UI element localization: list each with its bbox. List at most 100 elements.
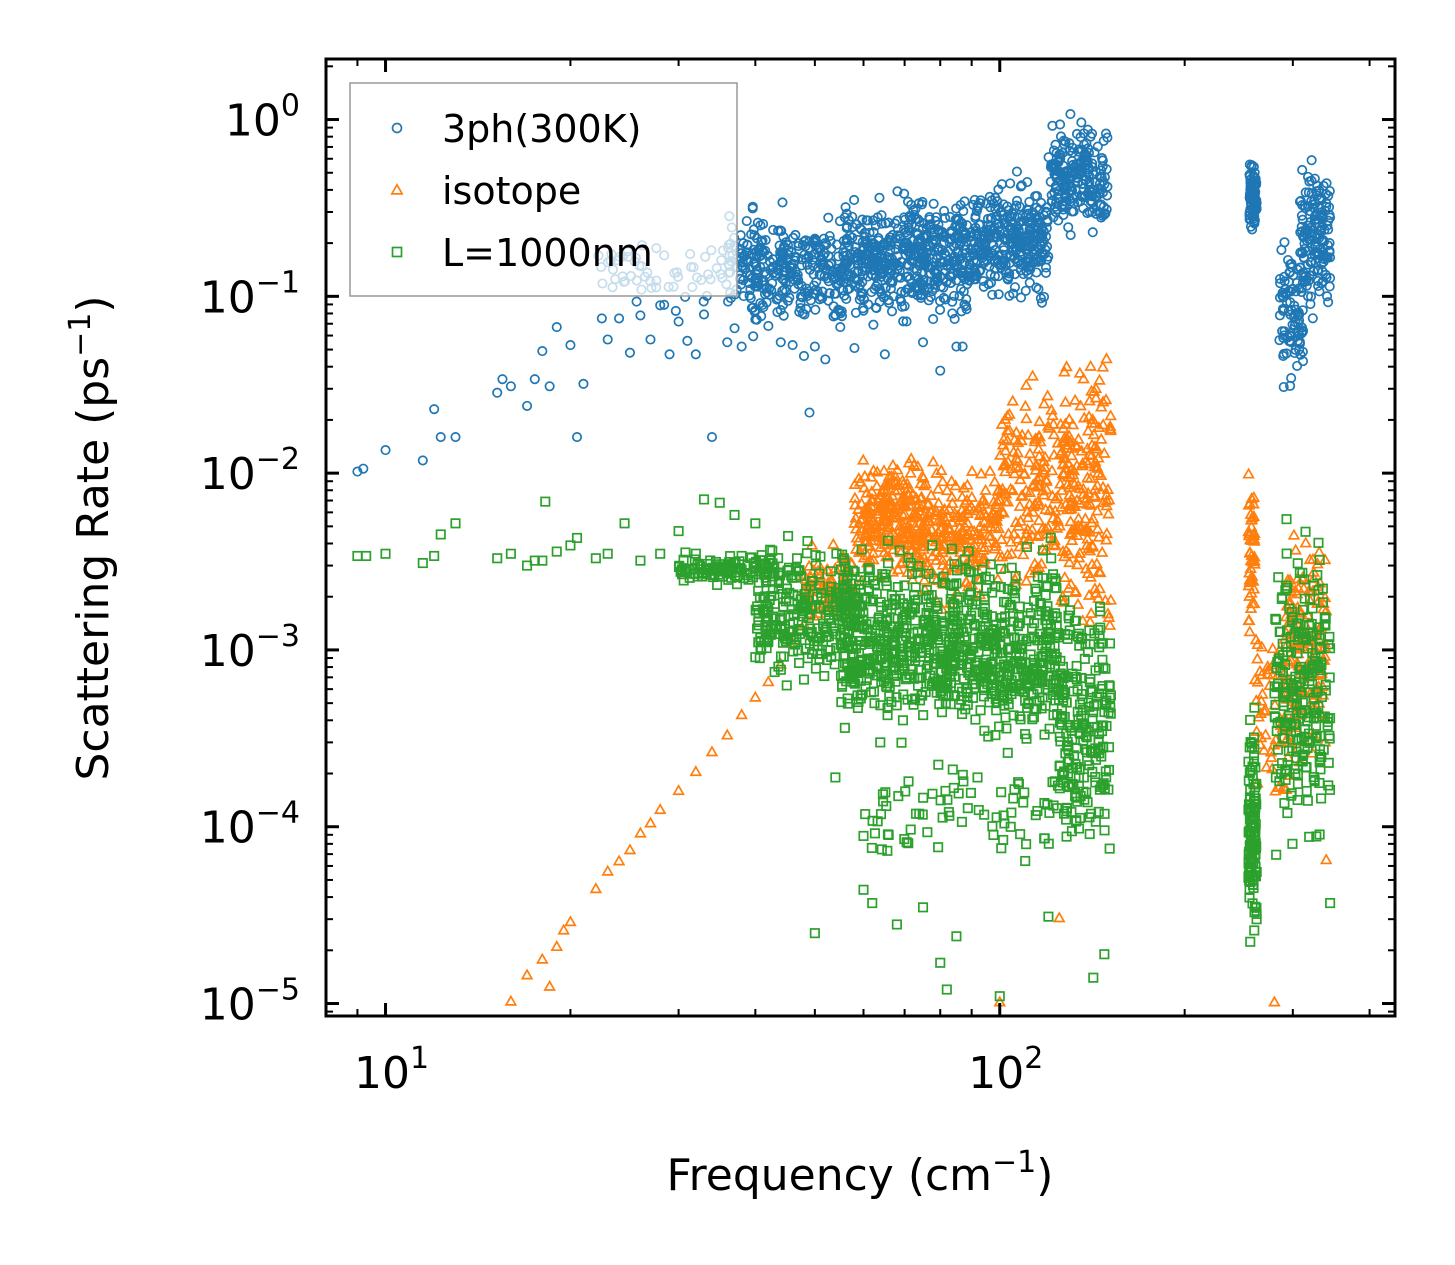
data-point (858, 469, 872, 481)
data-point (951, 220, 963, 231)
data-point (1301, 274, 1312, 285)
data-point (857, 303, 869, 314)
data-point (836, 306, 847, 317)
data-point (1017, 210, 1028, 221)
data-point (818, 233, 830, 244)
data-point (887, 277, 898, 288)
data-point (856, 453, 870, 465)
data-point (752, 277, 763, 288)
data-point (417, 455, 428, 466)
data-point (1314, 243, 1325, 255)
data-point (653, 803, 667, 815)
series-2 (352, 494, 1336, 1002)
data-point (1011, 195, 1023, 206)
data-point (1033, 284, 1044, 295)
data-point (1038, 210, 1049, 221)
data-point (936, 707, 948, 718)
data-point (854, 294, 865, 305)
data-point (644, 816, 657, 828)
data-point (747, 201, 758, 212)
data-point (871, 255, 882, 266)
data-point (1312, 180, 1323, 191)
data-point (842, 270, 853, 281)
data-point (897, 301, 908, 312)
data-point (844, 230, 855, 241)
data-point (921, 223, 932, 234)
data-point (1053, 157, 1064, 168)
data-point (1096, 418, 1110, 430)
data-point (816, 259, 827, 270)
data-point (947, 308, 958, 319)
data-point (1020, 285, 1031, 296)
data-point (998, 834, 1009, 846)
data-point (1271, 849, 1282, 860)
data-point (820, 354, 831, 365)
data-point (957, 265, 968, 276)
data-point (910, 282, 922, 293)
data-point (764, 289, 775, 300)
data-point (790, 229, 801, 241)
data-point (796, 260, 807, 271)
data-point (830, 288, 841, 299)
data-point (1019, 378, 1033, 390)
data-point (1321, 178, 1332, 189)
data-point (631, 296, 642, 307)
data-point (1256, 687, 1269, 699)
data-point (901, 316, 912, 327)
data-point (1008, 793, 1019, 804)
data-point (988, 829, 999, 841)
data-point (1025, 260, 1036, 271)
data-point (1323, 190, 1334, 201)
data-point (951, 341, 962, 352)
data-point (1096, 165, 1107, 176)
data-point (1294, 338, 1305, 349)
data-point (823, 212, 834, 223)
data-point (985, 269, 996, 280)
data-point (1028, 229, 1039, 240)
data-point (1325, 898, 1336, 909)
data-point (775, 337, 786, 348)
data-point (847, 232, 858, 243)
data-point (664, 349, 675, 360)
data-point (761, 283, 772, 294)
data-point (1097, 155, 1108, 166)
data-point (1082, 410, 1096, 422)
data-point (918, 246, 929, 257)
data-point (655, 300, 666, 311)
data-point (1013, 255, 1024, 266)
data-point (922, 827, 933, 838)
data-point (852, 502, 865, 514)
data-point (1102, 507, 1115, 519)
data-point (858, 884, 869, 895)
data-point (1287, 838, 1298, 849)
data-point (896, 296, 907, 307)
data-point (505, 381, 516, 392)
data-point (1077, 178, 1088, 190)
data-point (983, 464, 997, 476)
data-point (969, 228, 980, 239)
data-point (435, 529, 446, 540)
data-point (909, 263, 920, 274)
data-point (986, 247, 997, 258)
data-point (948, 241, 959, 252)
data-point (741, 267, 752, 278)
data-point (941, 277, 952, 288)
data-point (1302, 226, 1313, 237)
data-point (760, 245, 771, 256)
data-point (863, 240, 874, 251)
data-point (909, 615, 921, 626)
data-point (705, 745, 719, 757)
data-point (1087, 227, 1098, 238)
data-point (1305, 298, 1316, 310)
data-point (1266, 642, 1280, 654)
data-point (809, 928, 820, 939)
data-point (783, 530, 794, 542)
data-point (1066, 206, 1078, 217)
data-point (945, 277, 956, 289)
data-point (767, 254, 778, 265)
data-point (936, 475, 949, 487)
data-point (1084, 359, 1097, 371)
data-point (949, 313, 960, 325)
data-point (1084, 606, 1098, 619)
data-point (868, 319, 879, 330)
